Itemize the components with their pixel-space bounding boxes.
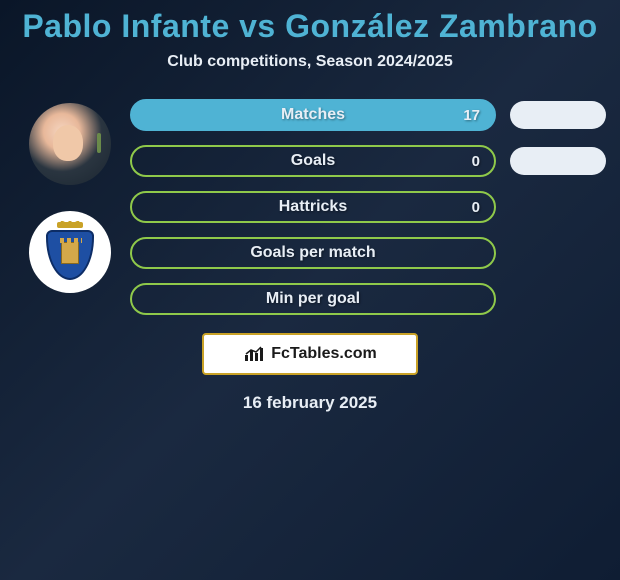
stat-row-hattricks: Hattricks 0: [130, 191, 606, 223]
stat-label: Matches: [281, 106, 345, 124]
page-title: Pablo Infante vs González Zambrano: [0, 8, 620, 45]
stat-bars: Matches 17 Goals 0 Hattricks 0: [130, 99, 610, 315]
stat-value: 0: [472, 153, 480, 170]
stat-row-matches: Matches 17: [130, 99, 606, 131]
logo-text: FcTables.com: [271, 345, 377, 363]
opponent-pill: [510, 147, 606, 175]
stat-bar: Goals 0: [130, 145, 496, 177]
stat-value: 17: [463, 107, 480, 124]
stat-label: Min per goal: [266, 290, 360, 308]
stat-label: Goals per match: [250, 244, 375, 262]
club-crest: [29, 211, 111, 293]
shield-icon: [46, 224, 94, 280]
stat-bar: Matches 17: [130, 99, 496, 131]
comparison-card: Pablo Infante vs González Zambrano Club …: [0, 0, 620, 413]
content-row: Matches 17 Goals 0 Hattricks 0: [0, 99, 620, 315]
footer: FcTables.com 16 february 2025: [0, 333, 620, 413]
stat-value: 0: [472, 199, 480, 216]
opponent-pill: [510, 101, 606, 129]
stat-label: Hattricks: [279, 198, 347, 216]
stat-bar: Min per goal: [130, 283, 496, 315]
snapshot-date: 16 february 2025: [0, 393, 620, 413]
stat-row-goals: Goals 0: [130, 145, 606, 177]
stat-bar: Goals per match: [130, 237, 496, 269]
page-subtitle: Club competitions, Season 2024/2025: [0, 53, 620, 71]
player-avatar: [29, 103, 111, 185]
avatar-column: [10, 99, 130, 293]
stat-bar: Hattricks 0: [130, 191, 496, 223]
tower-icon: [61, 242, 79, 264]
stat-row-gpm: Goals per match: [130, 237, 606, 269]
stat-label: Goals: [291, 152, 335, 170]
fctables-logo[interactable]: FcTables.com: [202, 333, 418, 375]
crown-icon: [57, 216, 83, 228]
stat-row-mpg: Min per goal: [130, 283, 606, 315]
bar-chart-icon: [243, 345, 265, 363]
